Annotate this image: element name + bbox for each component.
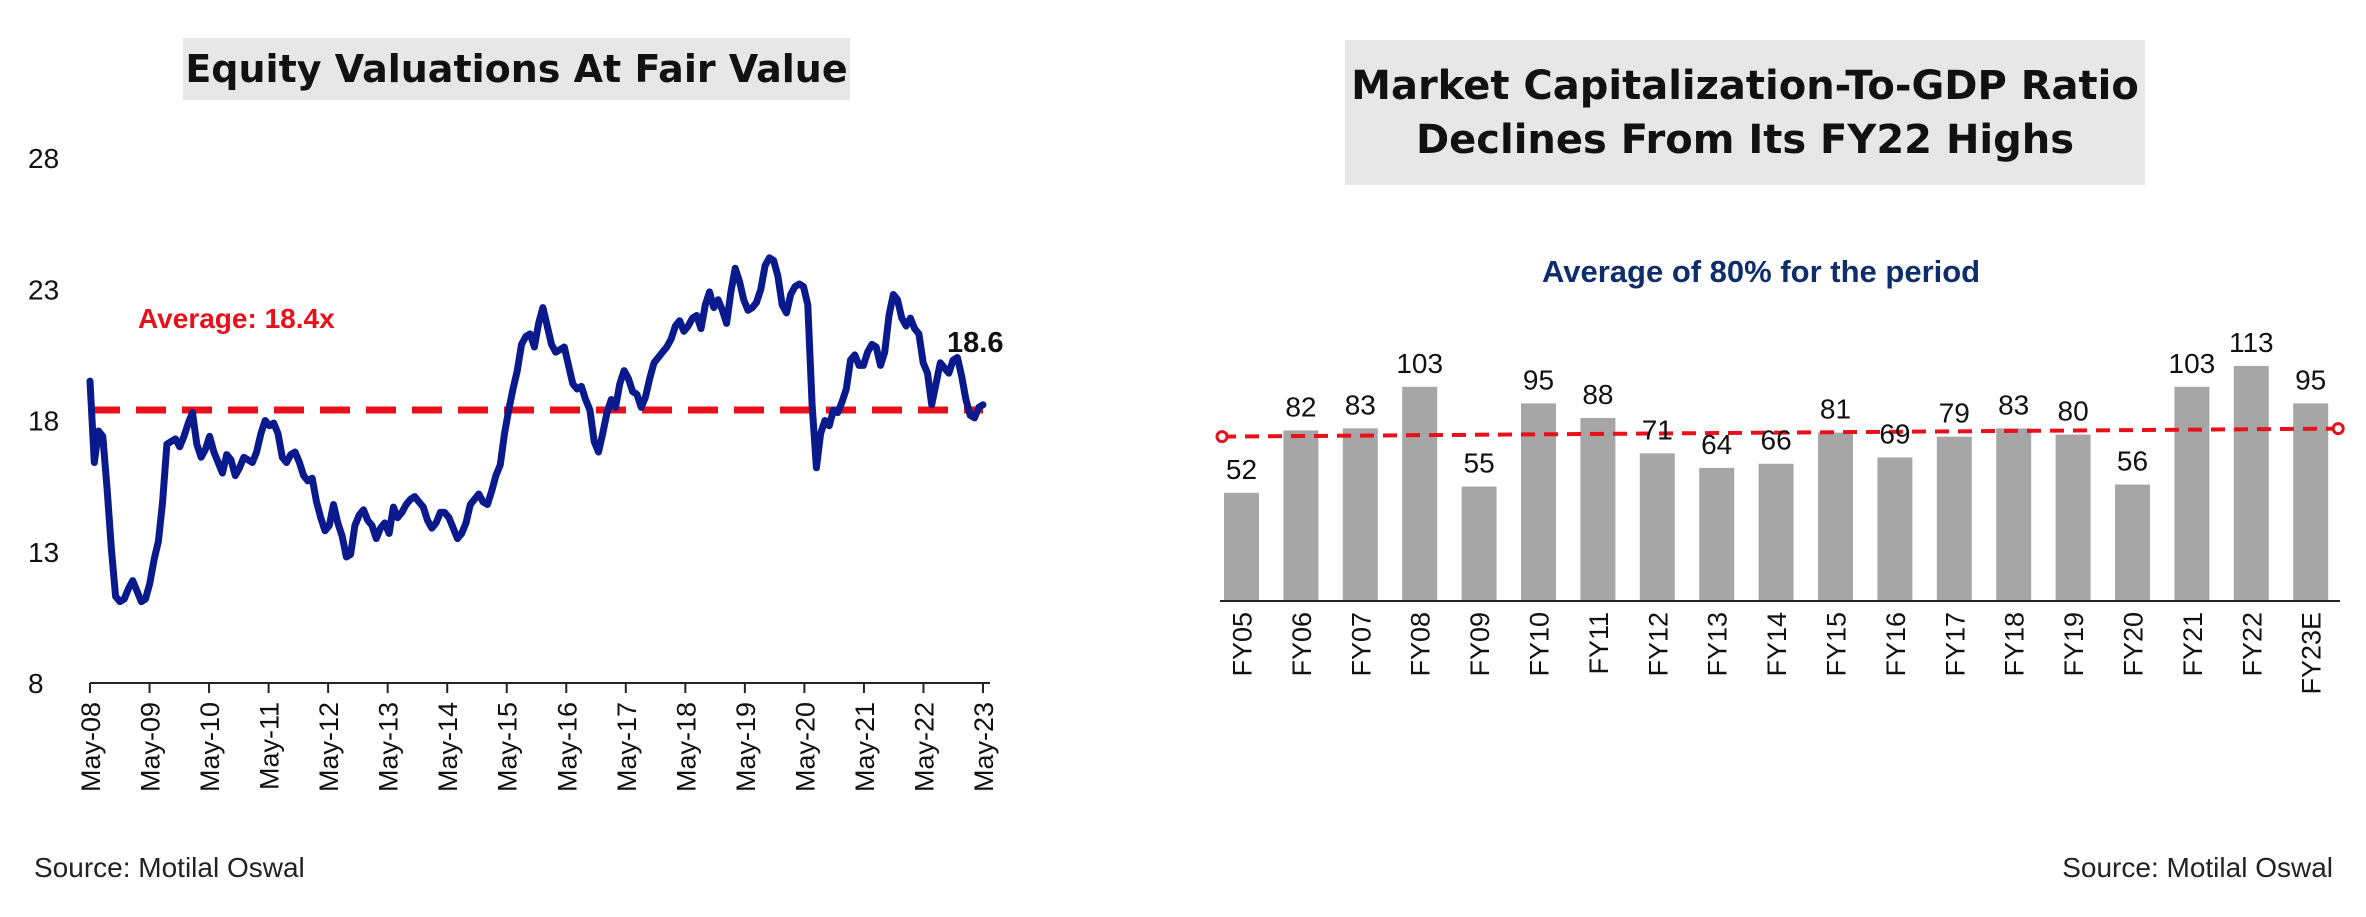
y-tick-label: 18 <box>28 406 59 437</box>
bar-fy22 <box>2233 365 2269 601</box>
bar-value-label: 56 <box>2117 446 2148 477</box>
average-label: Average: 18.4x <box>138 303 335 334</box>
y-tick-label: 28 <box>28 143 59 174</box>
x-tick-label: May-10 <box>195 702 225 792</box>
left-chart-panel: Equity Valuations At Fair Value 8 13 18 23 2… <box>0 0 1020 917</box>
x-tick-label: FY21 <box>2178 612 2208 677</box>
source-note: Source: Motilal Oswal <box>34 852 305 883</box>
bar-value-label: 52 <box>1226 454 1257 485</box>
x-tick-label: May-09 <box>136 702 166 792</box>
bar-value-label: 69 <box>1879 418 1910 449</box>
x-tick-label: May-21 <box>850 702 880 792</box>
x-tick-label: FY09 <box>1465 612 1495 677</box>
bar-fy18 <box>1996 428 2032 601</box>
x-tick-label: FY12 <box>1643 612 1673 677</box>
bar-chart: FY05 FY06 FY07 FY08 FY09 FY10 FY11 FY12 FY13 FY14… <box>1215 254 2345 695</box>
bar-value-label: 83 <box>1345 389 1376 420</box>
x-tick-label: May-13 <box>374 702 404 792</box>
bar-value-label: 95 <box>1523 364 1554 395</box>
x-tick-label: May-15 <box>493 702 523 792</box>
x-tick-label: May-11 <box>255 702 285 790</box>
x-tick-label: May-18 <box>671 702 701 792</box>
bar-fy08 <box>1402 386 1438 601</box>
x-tick-label: FY14 <box>1762 612 1792 677</box>
bar-value-label: 103 <box>1396 348 1443 379</box>
bar-value-label: 71 <box>1642 414 1673 445</box>
x-tick-label: FY10 <box>1525 612 1555 677</box>
bar-value-label: 95 <box>2295 364 2326 395</box>
x-tick-label: May-16 <box>552 702 582 792</box>
x-tick-label: FY06 <box>1287 612 1317 677</box>
chart-title: Market Capitalization-To-GDP Ratio Decli… <box>1345 40 2145 185</box>
bar-value-label: 64 <box>1701 429 1732 460</box>
bar-value-label: 79 <box>1939 398 1970 429</box>
chart-title-line-1: Market Capitalization-To-GDP Ratio <box>1351 62 2139 109</box>
x-tick-label: May-19 <box>731 702 761 792</box>
bar-fy23e <box>2293 403 2329 601</box>
x-tick-label: May-22 <box>909 702 939 792</box>
chart-title: Equity Valuations At Fair Value <box>183 38 850 100</box>
y-tick-label: 23 <box>28 274 59 305</box>
valuation-series-line <box>86 254 987 606</box>
x-tick-label: FY08 <box>1406 612 1436 677</box>
x-tick-label: FY17 <box>1940 612 1970 677</box>
x-tick-label: FY11 <box>1584 612 1614 675</box>
bar-value-label: 103 <box>2169 348 2216 379</box>
x-tick-label: FY20 <box>2119 612 2149 677</box>
x-tick-label: FY15 <box>1822 612 1852 677</box>
bar-fy12 <box>1639 453 1675 601</box>
y-tick-label: 13 <box>28 537 59 568</box>
bar-value-label: 81 <box>1820 394 1851 425</box>
bar-fy13 <box>1699 467 1735 601</box>
average-line <box>1221 426 2339 439</box>
average-label: Average of 80% for the period <box>1542 254 1980 289</box>
bar-fy19 <box>2055 434 2091 601</box>
x-tick-label: FY23E <box>2297 612 2327 695</box>
x-tick-label: FY07 <box>1346 612 1376 677</box>
bar-fy16 <box>1877 457 1913 601</box>
bar-value-label: 88 <box>1582 379 1613 410</box>
x-tick-label: FY16 <box>1881 612 1911 677</box>
bar-fy21 <box>2174 386 2210 601</box>
x-tick-label: FY18 <box>2000 612 2030 677</box>
line-chart: 8 13 18 23 28 May-08 May-09 May-10 May-11 May-12… <box>28 143 1003 792</box>
source-note: Source: Motilal Oswal <box>2062 852 2333 883</box>
bar-fy20 <box>2115 484 2150 601</box>
x-tick-label: FY13 <box>1703 612 1733 677</box>
x-tick-label: FY22 <box>2237 612 2267 677</box>
y-tick-label: 8 <box>28 668 44 699</box>
bar-value-label: 66 <box>1761 425 1792 456</box>
bar-value-label: 113 <box>2229 327 2274 358</box>
x-tick-label: FY05 <box>1228 612 1258 677</box>
bar-fy17 <box>1936 436 1972 601</box>
x-tick-label: May-20 <box>790 702 820 792</box>
average-line-start-marker <box>1215 430 1229 444</box>
average-line-end-marker <box>2331 422 2345 436</box>
x-tick-label: May-08 <box>76 702 106 792</box>
bar-fy06 <box>1283 430 1319 601</box>
x-tick-label: May-12 <box>314 702 344 792</box>
bar-fy15 <box>1818 432 1853 601</box>
bar-fy07 <box>1342 428 1378 601</box>
bar-value-label: 82 <box>1285 391 1316 422</box>
bar-value-label: 80 <box>2058 396 2089 427</box>
right-chart-panel: Market Capitalization-To-GDP Ratio Decli… <box>1200 0 2366 917</box>
chart-title-line-2: Declines From Its FY22 Highs <box>1415 116 2075 163</box>
bar-value-label: 55 <box>1464 448 1495 479</box>
bar-fy05 <box>1224 492 1259 601</box>
bar-fy11 <box>1580 417 1616 601</box>
x-tick-label: FY19 <box>2059 612 2089 677</box>
x-tick-label: May-17 <box>612 702 642 792</box>
bar-fy09 <box>1461 486 1497 601</box>
x-tick-label: May-14 <box>433 702 463 792</box>
end-value-label: 18.6 <box>947 327 1003 359</box>
x-tick-label: May-23 <box>969 702 999 792</box>
bar-fy14 <box>1758 463 1794 601</box>
bar-value-label: 83 <box>1998 389 2029 420</box>
